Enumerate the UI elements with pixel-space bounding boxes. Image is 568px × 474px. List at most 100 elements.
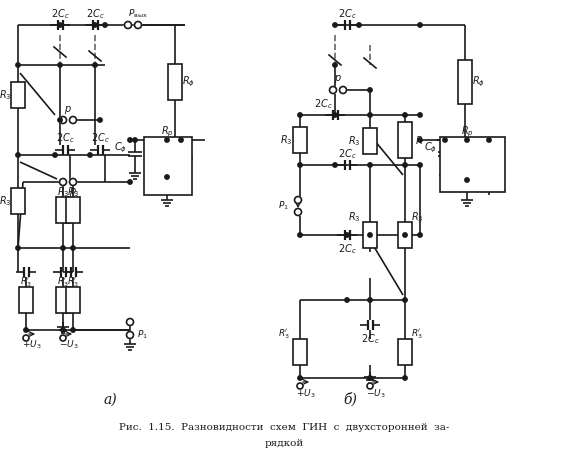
Circle shape: [71, 246, 75, 250]
Circle shape: [71, 328, 75, 332]
Circle shape: [329, 86, 336, 93]
Text: $R_3'$: $R_3'$: [57, 275, 69, 289]
Text: $R_p$: $R_p$: [161, 125, 173, 139]
Bar: [458, 60, 472, 104]
Bar: [66, 287, 80, 313]
Circle shape: [58, 23, 62, 27]
Text: $2C_c$: $2C_c$: [361, 332, 379, 346]
Circle shape: [61, 246, 65, 250]
Circle shape: [60, 117, 66, 124]
Bar: [398, 222, 412, 248]
Circle shape: [16, 246, 20, 250]
Circle shape: [135, 21, 141, 28]
Circle shape: [340, 86, 346, 93]
Circle shape: [128, 138, 132, 142]
Circle shape: [403, 376, 407, 380]
Circle shape: [298, 113, 302, 117]
Circle shape: [333, 63, 337, 67]
Bar: [144, 137, 192, 195]
Text: $R_3$: $R_3$: [279, 133, 293, 147]
Circle shape: [165, 138, 169, 142]
Text: $P_{\rm вых}$: $P_{\rm вых}$: [128, 8, 148, 20]
Text: $+U_3$: $+U_3$: [296, 388, 316, 400]
Circle shape: [16, 153, 20, 157]
Circle shape: [294, 209, 302, 216]
Circle shape: [103, 23, 107, 27]
Text: $2C_c$: $2C_c$: [56, 131, 74, 145]
Text: $p$: $p$: [334, 73, 342, 85]
Circle shape: [403, 233, 407, 237]
Text: $C_\phi$: $C_\phi$: [424, 141, 437, 155]
Circle shape: [333, 163, 337, 167]
Text: $R$: $R$: [415, 134, 423, 146]
Circle shape: [98, 118, 102, 122]
Bar: [19, 287, 33, 313]
Text: $R_3'$: $R_3'$: [278, 327, 290, 341]
Circle shape: [88, 153, 92, 157]
Bar: [398, 339, 412, 365]
Circle shape: [418, 233, 422, 237]
Circle shape: [60, 335, 66, 341]
Text: $2C_c$: $2C_c$: [338, 147, 356, 161]
Circle shape: [333, 113, 337, 117]
Text: $R_3$: $R_3$: [411, 210, 423, 224]
Text: $2C_c$: $2C_c$: [338, 242, 356, 256]
Circle shape: [368, 88, 372, 92]
Text: $+U_3$: $+U_3$: [22, 339, 42, 351]
Circle shape: [124, 21, 132, 28]
Circle shape: [418, 113, 422, 117]
Text: $-U_3$: $-U_3$: [59, 339, 79, 351]
Bar: [56, 197, 70, 223]
Bar: [398, 122, 412, 158]
Circle shape: [179, 138, 183, 142]
Circle shape: [93, 63, 97, 67]
Circle shape: [69, 179, 77, 185]
Circle shape: [368, 113, 372, 117]
Circle shape: [58, 63, 62, 67]
Text: $p$: $p$: [69, 186, 77, 198]
Bar: [457, 142, 477, 180]
Text: $R_3$: $R_3$: [66, 185, 80, 199]
Circle shape: [298, 376, 302, 380]
Bar: [440, 137, 505, 192]
Text: $2C_c$: $2C_c$: [338, 7, 356, 21]
Circle shape: [418, 138, 422, 142]
Circle shape: [16, 63, 20, 67]
Text: $R_3$: $R_3$: [57, 185, 69, 199]
Circle shape: [61, 328, 65, 332]
Circle shape: [23, 335, 29, 341]
Text: $O$: $O$: [494, 142, 504, 154]
Circle shape: [418, 163, 422, 167]
Text: $-U_3$: $-U_3$: [366, 388, 386, 400]
Circle shape: [298, 163, 302, 167]
Text: $R_3$: $R_3$: [0, 88, 11, 102]
Circle shape: [53, 153, 57, 157]
Circle shape: [487, 138, 491, 142]
Circle shape: [127, 331, 133, 338]
Circle shape: [403, 113, 407, 117]
Bar: [11, 188, 25, 214]
Text: $R_3$: $R_3$: [348, 210, 360, 224]
Text: $R_3'$: $R_3'$: [20, 275, 32, 289]
Text: Рис.  1.15.  Разновидности  схем  ГИН  с  двухсторонней  за-: Рис. 1.15. Разновидности схем ГИН с двух…: [119, 423, 449, 432]
Circle shape: [128, 180, 132, 184]
Circle shape: [93, 23, 97, 27]
Circle shape: [24, 328, 28, 332]
Text: $C_\phi$: $C_\phi$: [115, 141, 128, 155]
Circle shape: [165, 175, 169, 179]
Circle shape: [368, 233, 372, 237]
Bar: [293, 339, 307, 365]
Circle shape: [297, 383, 303, 389]
Circle shape: [443, 138, 447, 142]
Text: $R_\phi$: $R_\phi$: [473, 75, 486, 89]
Circle shape: [368, 163, 372, 167]
Text: $2C_c$: $2C_c$: [51, 7, 69, 21]
Text: a): a): [103, 393, 117, 407]
Text: $R_3$: $R_3$: [348, 134, 360, 148]
Circle shape: [418, 23, 422, 27]
Circle shape: [403, 163, 407, 167]
Text: $p$: $p$: [64, 104, 72, 116]
Text: $2C_c$: $2C_c$: [91, 131, 109, 145]
Circle shape: [368, 376, 372, 380]
Circle shape: [465, 178, 469, 182]
